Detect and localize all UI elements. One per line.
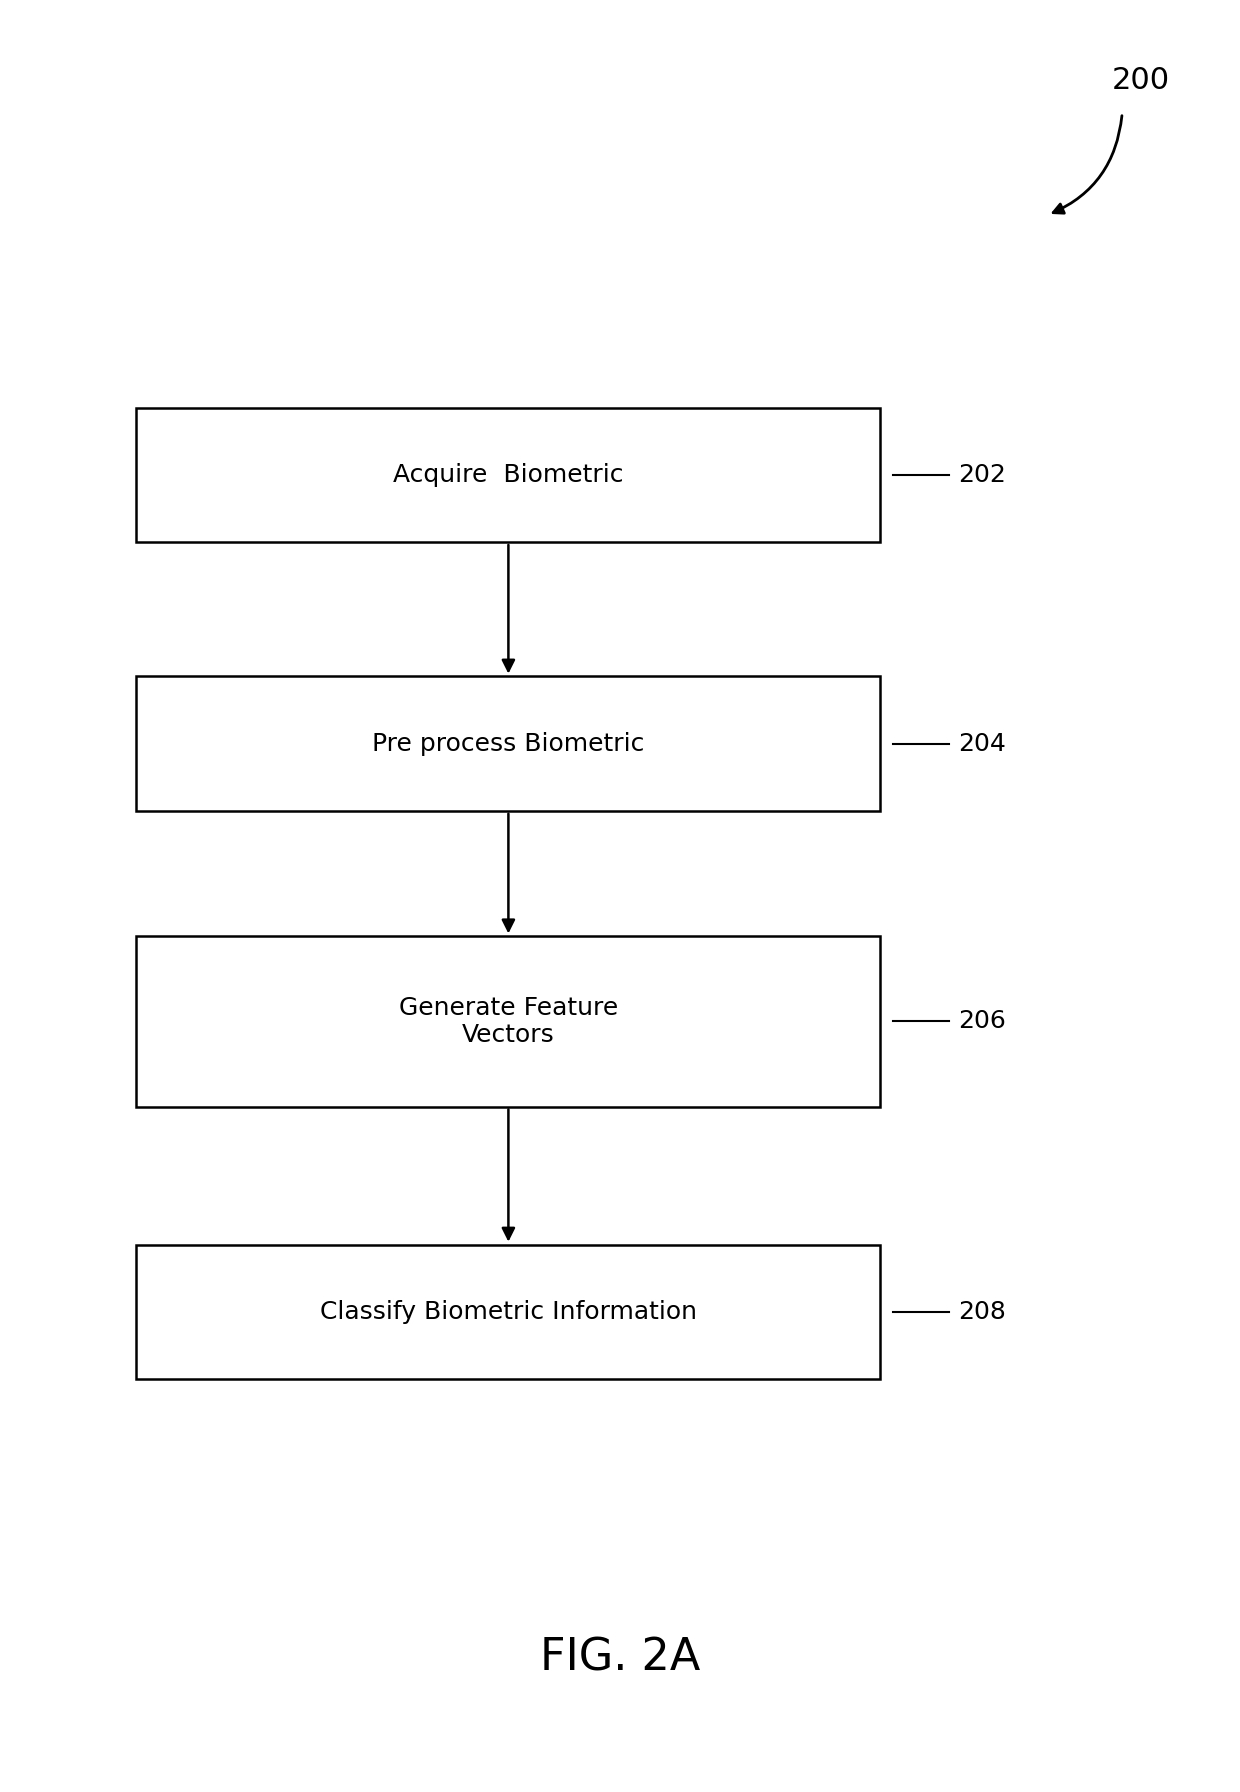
FancyBboxPatch shape [136, 407, 880, 541]
FancyBboxPatch shape [136, 935, 880, 1106]
Text: 204: 204 [959, 731, 1007, 756]
Text: Generate Feature
Vectors: Generate Feature Vectors [399, 996, 618, 1047]
Text: FIG. 2A: FIG. 2A [539, 1636, 701, 1679]
Text: Acquire  Biometric: Acquire Biometric [393, 462, 624, 487]
Text: 202: 202 [959, 462, 1007, 487]
Text: 208: 208 [959, 1299, 1007, 1324]
Text: Pre process Biometric: Pre process Biometric [372, 731, 645, 756]
Text: Classify Biometric Information: Classify Biometric Information [320, 1299, 697, 1324]
Text: 206: 206 [959, 1009, 1007, 1034]
FancyBboxPatch shape [136, 1244, 880, 1380]
Text: 200: 200 [1112, 66, 1169, 95]
FancyBboxPatch shape [136, 677, 880, 810]
